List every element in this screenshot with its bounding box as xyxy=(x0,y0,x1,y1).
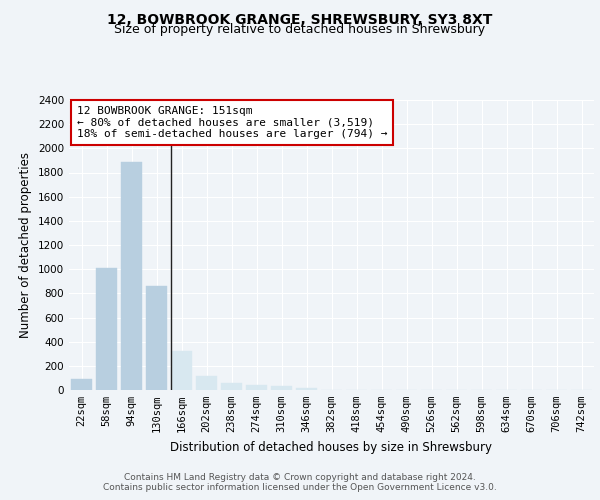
Text: Contains HM Land Registry data © Crown copyright and database right 2024.: Contains HM Land Registry data © Crown c… xyxy=(124,472,476,482)
Bar xyxy=(71,379,92,390)
X-axis label: Distribution of detached houses by size in Shrewsbury: Distribution of detached houses by size … xyxy=(170,440,493,454)
Text: 12, BOWBROOK GRANGE, SHREWSBURY, SY3 8XT: 12, BOWBROOK GRANGE, SHREWSBURY, SY3 8XT xyxy=(107,12,493,26)
Bar xyxy=(196,376,217,390)
Bar xyxy=(171,352,192,390)
Text: Contains public sector information licensed under the Open Government Licence v3: Contains public sector information licen… xyxy=(103,482,497,492)
Bar xyxy=(146,286,167,390)
Bar xyxy=(221,384,242,390)
Bar xyxy=(296,388,317,390)
Text: Size of property relative to detached houses in Shrewsbury: Size of property relative to detached ho… xyxy=(115,22,485,36)
Y-axis label: Number of detached properties: Number of detached properties xyxy=(19,152,32,338)
Bar xyxy=(271,386,292,390)
Bar xyxy=(121,162,142,390)
Bar xyxy=(246,384,267,390)
Bar xyxy=(96,268,117,390)
Text: 12 BOWBROOK GRANGE: 151sqm
← 80% of detached houses are smaller (3,519)
18% of s: 12 BOWBROOK GRANGE: 151sqm ← 80% of deta… xyxy=(77,106,388,139)
